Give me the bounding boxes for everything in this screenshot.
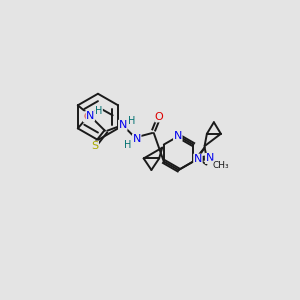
Text: H: H xyxy=(95,106,102,116)
Text: N: N xyxy=(86,111,94,121)
Text: N: N xyxy=(133,134,141,144)
Text: CH₃: CH₃ xyxy=(213,161,229,170)
Text: H: H xyxy=(128,116,135,126)
Text: O: O xyxy=(83,112,92,122)
Text: N: N xyxy=(206,153,214,164)
Text: S: S xyxy=(91,141,98,151)
Text: N: N xyxy=(194,154,202,164)
Text: N: N xyxy=(174,131,182,141)
Text: H: H xyxy=(124,140,131,150)
Text: O: O xyxy=(155,112,164,122)
Text: N: N xyxy=(118,120,127,130)
